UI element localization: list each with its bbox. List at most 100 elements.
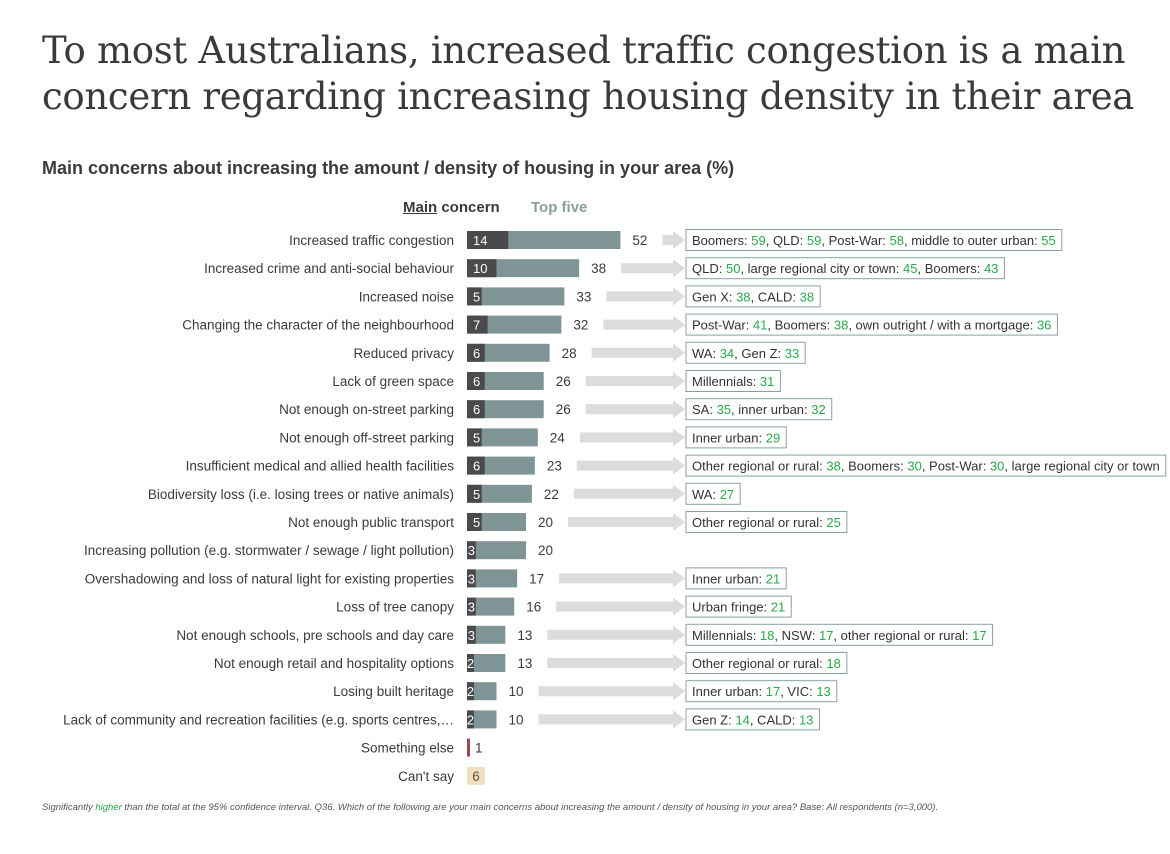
main-concern-value: 6: [473, 346, 480, 361]
chart-row: Lack of green space 6 26 Millennials: 31: [332, 370, 781, 392]
chart-row: Biodiversity loss (i.e. losing trees or …: [148, 482, 741, 505]
subgroup-callout-box: [685, 482, 741, 505]
subgroup-callout-box: [685, 595, 792, 618]
chart-row: Loss of tree canopy 3 16 Urban fringe: 21: [336, 595, 792, 618]
subgroup-value: 13: [816, 684, 830, 699]
top-five-bar: [467, 625, 506, 644]
top-five-value: 38: [591, 261, 606, 276]
subgroup-arrow: [621, 259, 685, 278]
chart-row: Increased crime and anti-social behaviou…: [204, 257, 1005, 280]
subgroup-callout-text: Gen Z: 14, CALD: 13: [692, 712, 813, 727]
main-concern-bar: [467, 484, 482, 503]
footnote: Significantly higher than the total at t…: [42, 802, 938, 813]
chart-row: Changing the character of the neighbourh…: [182, 313, 1058, 336]
subgroup-value: 18: [760, 628, 774, 643]
subgroup-callout-text: WA: 27: [692, 487, 734, 502]
subgroup-value: 30: [907, 459, 921, 474]
category-label: Not enough public transport: [288, 515, 454, 530]
subgroup-name: WA:: [692, 346, 720, 361]
subgroup-value: 59: [807, 233, 821, 248]
top-five-bar: [467, 343, 550, 362]
chart-row: Something else 1: [361, 738, 483, 757]
main-concern-value: 5: [473, 289, 480, 304]
subgroup-name: , middle to outer urban:: [904, 233, 1041, 248]
subgroup-value: 13: [799, 712, 813, 727]
subgroup-callout-box: [685, 313, 1058, 336]
top-five-value: 26: [556, 402, 571, 417]
subgroup-name: , NSW:: [774, 628, 819, 643]
subgroup-value: 32: [811, 402, 825, 417]
top-five-bar: [467, 287, 565, 306]
legend-main-rest: concern: [437, 199, 500, 216]
subgroup-value: 41: [753, 318, 767, 333]
subgroup-name: Gen X:: [692, 289, 736, 304]
top-five-bar: [467, 654, 506, 672]
main-concern-bar: [467, 710, 474, 729]
subgroup-callout-text: Other regional or rural: 25: [692, 515, 841, 530]
subgroup-callout-text: Inner urban: 21: [692, 571, 780, 586]
subgroup-callout-text: Gen X: 38, CALD: 38: [692, 289, 814, 304]
subgroup-arrow: [538, 710, 685, 729]
chart-row: Increased traffic congestion 14 52 Boomers:…: [289, 229, 1063, 251]
subgroup-name: , own outright / with a mortgage:: [848, 318, 1037, 333]
main-concern-value: 6: [473, 374, 480, 389]
main-concern-value: 5: [473, 487, 480, 502]
main-concern-bar: [467, 400, 485, 419]
main-concern-bar: [467, 259, 497, 278]
top-five-bar: [467, 541, 526, 560]
main-concern-value: 5: [473, 430, 480, 445]
subgroup-name: , QLD:: [766, 233, 807, 248]
main-concern-value: 3: [468, 628, 475, 643]
subgroup-callout-text: Inner urban: 17, VIC: 13: [692, 684, 831, 699]
subgroup-value: 38: [826, 459, 840, 474]
subgroup-callout-box: [685, 398, 833, 421]
subgroup-arrow: [662, 231, 685, 249]
top-five-bar: [467, 428, 538, 447]
top-five-value: 33: [576, 289, 591, 304]
subgroup-callout-box: [685, 257, 1005, 280]
subgroup-callout-text: Urban fringe: 21: [692, 600, 785, 615]
subgroup-value: 34: [720, 346, 734, 361]
main-concern-bar: [467, 231, 509, 249]
subgroup-value: 17: [972, 628, 986, 643]
subgroup-name: , Gen Z:: [734, 346, 785, 361]
subgroup-arrow: [603, 315, 685, 334]
subgroup-callout-text: Other regional or rural: 18: [692, 656, 841, 671]
top-five-value: 1: [475, 741, 483, 756]
subgroup-value: 38: [736, 289, 750, 304]
chart-row: Not enough schools, pre schools and day …: [176, 623, 994, 646]
top-five-bar: [467, 738, 470, 757]
main-concern-bar: [467, 654, 474, 672]
category-label: Increased traffic congestion: [289, 233, 454, 248]
subgroup-name: Inner urban:: [692, 571, 766, 586]
chart-subtitle: Main concerns about increasing the amoun…: [42, 158, 735, 178]
subgroup-name: , Post-War:: [821, 233, 889, 248]
subgroup-callout-text: Boomers: 59, QLD: 59, Post-War: 58, midd…: [692, 233, 1056, 248]
subgroup-arrow: [585, 372, 685, 390]
subgroup-name: Gen Z:: [692, 712, 735, 727]
top-five-bar: [467, 597, 515, 616]
category-label: Not enough off-street parking: [279, 430, 454, 445]
top-five-value: 22: [544, 487, 559, 502]
subgroup-value: 27: [720, 487, 734, 502]
subgroup-name: , Boomers:: [841, 459, 907, 474]
main-concern-bar: [467, 682, 474, 701]
chart-row: Not enough retail and hospitality option…: [214, 652, 848, 674]
chart-row: Losing built heritage 2 10 Inner urban: 17,…: [333, 680, 838, 703]
chart-title: To most Australians, increased traffic c…: [42, 29, 1135, 118]
subgroup-value: 50: [726, 261, 740, 276]
category-label: Overshadowing and loss of natural light …: [85, 571, 454, 586]
main-concern-bar: [467, 456, 485, 475]
subgroup-value: 35: [717, 402, 731, 417]
category-label: Increased noise: [359, 289, 454, 304]
subgroup-name: Boomers:: [692, 233, 751, 248]
subgroup-name: Millennials:: [692, 374, 760, 389]
category-label: Loss of tree canopy: [336, 600, 454, 615]
subgroup-arrow: [547, 625, 685, 644]
subgroup-name: , Post-War:: [922, 459, 990, 474]
subgroup-value: 21: [771, 600, 785, 615]
legend-top-five: Top five: [531, 199, 588, 216]
top-five-value: 13: [517, 656, 532, 671]
subgroup-arrow: [556, 597, 685, 616]
category-label: Lack of community and recreation facilit…: [63, 712, 454, 727]
